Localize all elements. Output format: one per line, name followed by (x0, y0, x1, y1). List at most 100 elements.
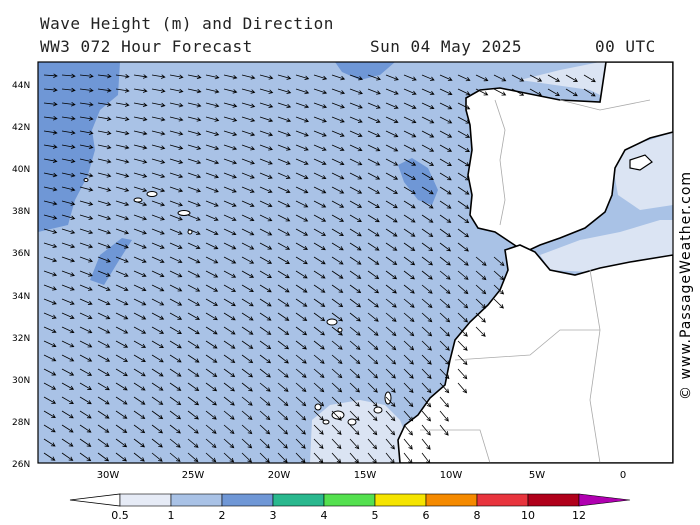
wave-direction-arrow (61, 284, 75, 291)
wave-direction-arrow (403, 116, 417, 124)
wave-direction-arrow (169, 368, 182, 377)
balearic-islands (629, 154, 653, 171)
wave-direction-arrow (331, 326, 343, 336)
wave-direction-arrow (97, 410, 110, 419)
wave-direction-arrow (277, 256, 290, 264)
wave-direction-arrow (295, 130, 309, 137)
wave-direction-arrow (331, 74, 346, 81)
wave-direction-arrow (97, 102, 112, 107)
wave-direction-arrow (457, 312, 469, 323)
wave-direction-arrow (43, 298, 57, 305)
wave-direction-arrow (151, 340, 164, 349)
wave-direction-arrow (439, 200, 452, 209)
wave-direction-arrow (331, 242, 344, 251)
wave-direction-arrow (295, 340, 307, 350)
wave-direction-arrow (259, 88, 274, 94)
wave-direction-arrow (493, 298, 504, 309)
wave-direction-arrow (241, 116, 256, 123)
wave-direction-arrow (133, 102, 148, 108)
wave-direction-arrow (151, 200, 166, 207)
wave-direction-arrow (385, 312, 397, 322)
wave-direction-arrow (349, 298, 362, 308)
wave-direction-arrow (331, 396, 342, 407)
wave-direction-arrow (385, 158, 399, 166)
wave-direction-arrow (295, 382, 307, 393)
wave-direction-arrow (385, 298, 397, 308)
wave-direction-arrow (223, 452, 235, 463)
wave-direction-arrow (295, 410, 307, 421)
wave-direction-arrow (169, 144, 184, 150)
wave-direction-arrow (79, 354, 93, 362)
wave-direction-arrow (151, 410, 164, 420)
wave-direction-arrow (205, 438, 217, 449)
wave-direction-arrow (331, 88, 346, 95)
wave-direction-arrow (493, 74, 507, 82)
wave-direction-arrow (205, 368, 218, 377)
legend-label-4: 4 (321, 509, 328, 522)
wave-direction-arrow (259, 228, 273, 236)
wave-direction-arrow (97, 452, 110, 462)
wave-direction-arrow (385, 74, 399, 81)
wave-direction-arrow (151, 284, 165, 292)
wave-direction-arrow (259, 200, 273, 208)
wave-direction-arrow (169, 228, 183, 235)
wave-direction-arrow (457, 214, 470, 224)
wave-direction-arrow (97, 256, 111, 263)
wave-direction-arrow (295, 326, 308, 336)
wave-direction-arrow (295, 242, 308, 250)
wave-direction-arrows (43, 73, 596, 463)
legend-swatch-6 (374, 493, 427, 507)
wave-direction-arrow (133, 144, 148, 150)
wave-direction-arrow (151, 270, 165, 278)
wave-direction-arrow (313, 144, 327, 151)
wave-direction-arrow (313, 228, 327, 236)
wave-direction-arrow (367, 354, 379, 365)
wave-direction-arrow (169, 116, 184, 122)
wave-direction-arrow (331, 270, 344, 279)
wave-direction-arrow (115, 452, 127, 462)
wave-direction-arrow (187, 256, 201, 264)
wave-direction-arrow (61, 172, 76, 178)
wave-direction-arrow (493, 88, 507, 96)
wave-direction-arrow (367, 88, 381, 95)
lat-label-44n: 44N (12, 81, 30, 91)
wave-direction-arrow (115, 186, 130, 192)
wave-direction-arrow (61, 424, 74, 433)
wave-direction-arrow (133, 186, 148, 193)
longitude-axis: 30W 25W 20W 15W 10W 5W 0 (97, 470, 627, 481)
wave-direction-arrow (403, 186, 416, 195)
wave-direction-arrow (205, 298, 219, 306)
wave-direction-arrow (331, 158, 345, 166)
wave-direction-arrow (403, 214, 416, 223)
wave-direction-arrow (439, 116, 453, 124)
wave-direction-arrow (331, 102, 345, 109)
wave-direction-arrow (115, 130, 130, 136)
wave-direction-arrow (241, 312, 254, 321)
wave-direction-arrow (187, 200, 201, 207)
wave-direction-arrow (295, 438, 306, 449)
lat-label-26n: 26N (12, 460, 30, 470)
wave-direction-arrow (61, 256, 76, 263)
legend-label-5: 5 (372, 509, 379, 522)
wave-direction-arrow (403, 298, 415, 308)
wave-direction-arrow (349, 102, 363, 109)
wave-direction-arrow (79, 368, 93, 376)
wave-direction-arrow (331, 340, 343, 350)
forecast-time: 00 UTC (595, 37, 656, 56)
forecast-model-label: WW3 072 Hour Forecast (40, 37, 253, 56)
wave-direction-arrow (331, 214, 345, 222)
wave-direction-arrow (97, 116, 112, 121)
wave-direction-arrow (79, 186, 94, 192)
wave-direction-arrow (169, 256, 183, 264)
wave-direction-arrow (151, 172, 166, 179)
wave-direction-arrow (241, 144, 256, 151)
wave-direction-arrow (277, 102, 292, 109)
wave-direction-arrow (421, 74, 435, 81)
wave-direction-arrow (295, 186, 309, 194)
wave-direction-arrow (295, 270, 308, 279)
wave-direction-arrow (61, 368, 75, 376)
wave-direction-arrow (223, 270, 237, 278)
wave-direction-arrow (133, 228, 147, 235)
wave-direction-arrow (385, 242, 398, 251)
wave-direction-arrow (133, 74, 148, 79)
